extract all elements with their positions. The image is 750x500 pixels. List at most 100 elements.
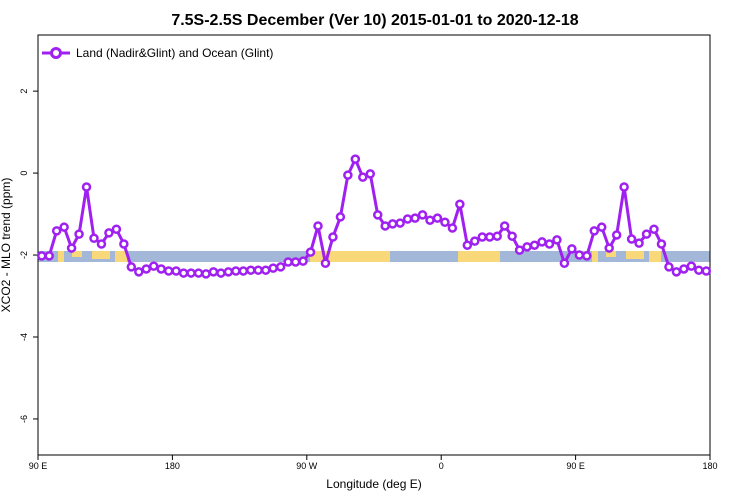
data-point [178, 268, 189, 278]
data-point [163, 266, 174, 276]
data-point [484, 232, 495, 242]
data-point [350, 154, 361, 164]
data-point [470, 236, 480, 246]
data-point [425, 215, 435, 225]
x-axis-label: Longitude (deg E) [326, 477, 421, 491]
data-point [275, 262, 286, 272]
data-point [201, 269, 211, 279]
legend-label: Land (Nadir&Glint) and Ocean (Glint) [76, 46, 273, 60]
data-point [544, 239, 555, 249]
data-point [141, 264, 152, 274]
y-tick-label: -4 [19, 333, 29, 341]
data-point [104, 228, 114, 238]
x-tick-label: 0 [439, 461, 444, 471]
data-point [477, 232, 488, 242]
data-point [492, 231, 502, 241]
data-point [320, 258, 331, 268]
data-point [529, 240, 540, 250]
data-point [559, 258, 570, 268]
x-tick-label: 90 E [566, 461, 585, 471]
data-point [679, 264, 689, 274]
data-point [380, 221, 390, 231]
data-point [36, 251, 47, 261]
data-point [372, 210, 383, 220]
data-point [260, 265, 271, 275]
data-point [186, 268, 196, 278]
data-point [552, 235, 562, 245]
data-point [582, 251, 592, 261]
x-tick-label: 180 [165, 461, 180, 471]
data-point [671, 267, 682, 277]
data-point [589, 226, 600, 236]
data-point [246, 265, 256, 275]
data-point [148, 261, 159, 271]
data-point [171, 266, 181, 276]
data-point [417, 210, 428, 220]
data-point [596, 222, 607, 232]
data-point [656, 239, 667, 249]
data-point [328, 232, 338, 242]
data-point [74, 229, 84, 239]
data-point [611, 230, 622, 240]
data-point [499, 221, 510, 231]
data-point [574, 250, 585, 260]
land-band [115, 251, 127, 262]
data-point [313, 221, 323, 231]
data-point [701, 266, 712, 276]
data-point [283, 257, 293, 267]
data-point [507, 231, 517, 241]
data-point [59, 222, 69, 232]
data-point [462, 240, 473, 250]
data-point [402, 214, 413, 224]
land-band [58, 251, 64, 262]
x-tick-label: 90 E [29, 461, 48, 471]
land-band [72, 251, 82, 257]
data-point [305, 247, 316, 257]
y-tick-label: 2 [19, 89, 29, 94]
data-point [253, 265, 264, 275]
data-point [223, 267, 234, 277]
data-point [156, 264, 166, 274]
data-point [126, 262, 137, 272]
x-tick-label: 90 W [296, 461, 318, 471]
data-point [686, 261, 697, 271]
data-point [268, 263, 278, 273]
data-point [387, 219, 398, 229]
data-point [514, 245, 525, 255]
data-point [626, 234, 637, 244]
data-point [432, 213, 443, 223]
data-point [111, 224, 122, 234]
data-point [66, 243, 77, 253]
x-tick-label: 180 [702, 461, 717, 471]
land-band [310, 251, 390, 262]
data-point [694, 265, 704, 275]
data-point [365, 169, 376, 179]
chart-title: 7.5S-2.5S December (Ver 10) 2015-01-01 t… [171, 12, 578, 29]
data-point [634, 238, 644, 248]
data-point [604, 243, 614, 253]
data-point [447, 223, 458, 233]
land-band [458, 251, 500, 262]
data-point [395, 218, 405, 228]
y-tick-label: 0 [19, 171, 29, 176]
data-point [81, 182, 92, 192]
data-point [216, 268, 226, 278]
land-band [626, 251, 644, 259]
data-point [89, 233, 99, 243]
data-point [193, 268, 204, 278]
data-point [455, 199, 465, 209]
data-point [343, 170, 353, 180]
data-point [208, 267, 219, 277]
y-tick-label: -2 [19, 251, 29, 259]
data-point [649, 224, 659, 234]
land-band [606, 251, 616, 257]
data-point [290, 257, 301, 267]
data-point [96, 239, 107, 249]
data-point [619, 182, 629, 192]
data-point [335, 212, 346, 222]
data-point [238, 266, 249, 276]
data-point [44, 251, 54, 261]
land-band [592, 251, 598, 262]
data-point [440, 217, 450, 228]
